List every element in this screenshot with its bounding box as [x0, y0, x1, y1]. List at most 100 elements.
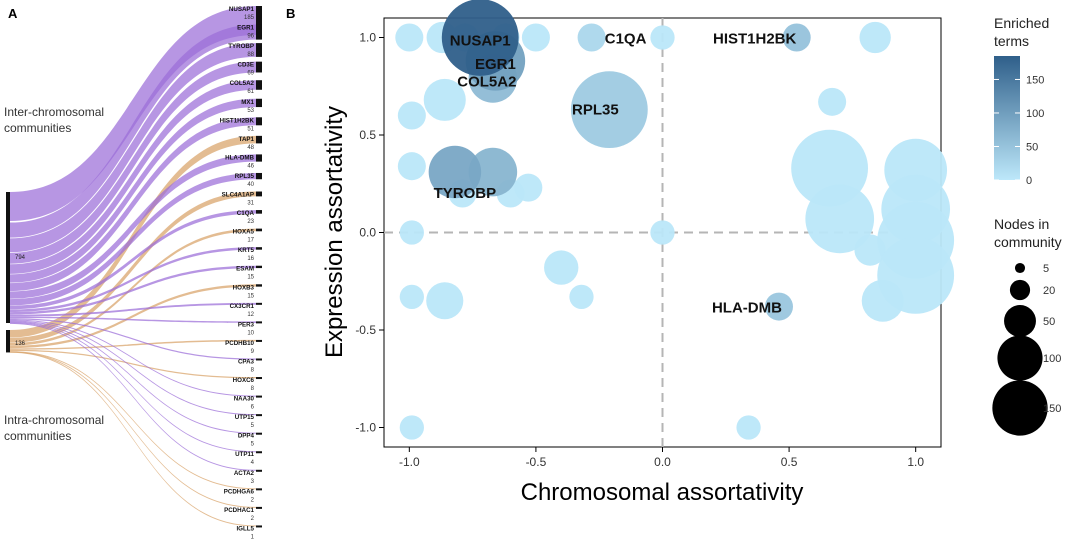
sankey-target-value: 16 [247, 256, 254, 262]
color-legend: Enriched terms 150 100 50 0 [994, 15, 1053, 187]
sankey-target-name: TAP1 [239, 136, 255, 143]
x-tick-label: -0.5 [526, 455, 547, 469]
sankey-target-name: UTP15 [235, 414, 255, 421]
sankey-target-value: 48 [247, 145, 254, 151]
color-legend-title-line-2: terms [994, 33, 1029, 49]
point-label-hist1h2bk: HIST1H2BK [713, 31, 797, 48]
sankey-target-name: HIST1H2BK [220, 117, 255, 124]
sankey-target-tap1 [256, 135, 262, 144]
sankey-target-name: C1QA [237, 210, 255, 217]
x-tick-label: -1.0 [399, 455, 420, 469]
sankey-target-name: HOXB3 [233, 284, 255, 291]
size-legend-circle [1014, 262, 1026, 274]
sankey-target-name: CPA3 [238, 358, 255, 365]
size-legend-label: 5 [1043, 263, 1049, 275]
sankey-link-cpa3 [10, 318, 256, 360]
sankey-source-intra [6, 330, 10, 353]
point-label-nusap1: NUSAP1 [450, 33, 511, 50]
scatter-point [544, 250, 579, 285]
scatter-point [399, 220, 424, 245]
sankey-target-name: RPL35 [235, 173, 255, 180]
size-legend-title-line-1: Nodes in [994, 216, 1049, 232]
sankey-link-c1qa [10, 210, 256, 310]
sankey-link-nusap1 [10, 6, 256, 221]
size-legend-label: 100 [1043, 353, 1061, 365]
x-tick-label: 0.5 [781, 455, 798, 469]
y-tick-label: -0.5 [355, 323, 376, 337]
sankey-target-cd3e [256, 61, 262, 73]
sankey-link-esam [10, 265, 256, 315]
sankey-target-value: 46 [247, 163, 254, 169]
sankey-target-value: 9 [251, 349, 255, 355]
color-tick-label: 150 [1026, 74, 1044, 86]
sankey-target-slc4a1ap [256, 191, 262, 197]
sankey-link-igll5 [10, 351, 256, 527]
scatter-point [818, 87, 847, 116]
sankey-link-utp15 [10, 320, 256, 416]
size-legend-circle [1009, 279, 1031, 301]
point-label-tyrobp: TYROBP [434, 185, 497, 202]
intra-chromosomal-label: Intra-chromosomal communities [4, 413, 107, 443]
sankey-target-rpl35 [256, 172, 262, 180]
scatter-point [423, 78, 466, 121]
color-legend-ticks: 150 100 50 0 [994, 74, 1044, 187]
scatter-point [399, 284, 424, 309]
y-axis-title: Expression assortativity [321, 106, 348, 358]
sankey-target-name: EGR1 [237, 25, 254, 32]
sankey-target-dpp4 [256, 432, 262, 435]
sankey-target-name: NAA30 [234, 396, 255, 403]
x-axis-ticks: -1.0 -0.5 0.0 0.5 1.0 [399, 447, 924, 469]
sankey-target-pcdhb10 [256, 339, 262, 342]
scatter-point-c1qa [577, 23, 606, 52]
sankey-target-name: SLC4A1AP [222, 192, 254, 199]
point-label-egr1: EGR1 [475, 56, 516, 73]
size-legend-label: 20 [1043, 285, 1055, 297]
sankey-target-value: 8 [251, 367, 255, 373]
sankey-target-value: 61 [247, 89, 254, 95]
sankey-target-value: 12 [247, 312, 254, 318]
sankey-nodes: NUSAP1185EGR196TYROBP88CD3E69COL5A261MX1… [6, 6, 262, 540]
scatter-point [397, 152, 426, 181]
x-tick-label: 0.0 [654, 455, 671, 469]
sankey-target-value: 4 [251, 460, 255, 466]
sankey-link-hoxc6 [10, 349, 256, 379]
sankey-link-cx3cr1 [10, 302, 256, 317]
sankey-link-egr1 [10, 24, 256, 238]
color-tick-label: 100 [1026, 108, 1044, 120]
sankey-target-utp15 [256, 414, 262, 417]
sankey-target-name: ACTA2 [234, 470, 255, 477]
sankey-target-value: 40 [247, 182, 254, 188]
sankey-link-hla-dmb [10, 154, 256, 299]
sankey-target-value: 10 [247, 330, 254, 336]
sankey-link-dpp4 [10, 321, 256, 434]
scatter-point-nusap1 [441, 0, 519, 76]
sankey-target-name: CX3CR1 [230, 303, 255, 310]
color-legend-title: Enriched terms [994, 15, 1053, 49]
color-tick-label: 50 [1026, 141, 1038, 153]
sankey-target-utp11 [256, 451, 262, 454]
sankey-link-pcdhga6 [10, 351, 256, 490]
sankey-target-hoxb3 [256, 284, 262, 287]
sankey-target-name: PER3 [238, 321, 255, 328]
color-legend-title-line-1: Enriched [994, 15, 1049, 31]
x-tick-label: 1.0 [907, 455, 924, 469]
sankey-target-value: 5 [251, 423, 255, 429]
sankey-link-mx1 [10, 98, 256, 283]
sankey-target-egr1 [256, 24, 262, 40]
sankey-target-c1qa [256, 210, 262, 214]
size-legend-items: 5 20 50 100 150 [992, 262, 1061, 436]
scatter-point [395, 23, 424, 52]
sankey-target-value: 23 [247, 219, 254, 225]
scatter-point [514, 173, 543, 202]
color-tick-label: 0 [1026, 175, 1032, 187]
sankey-target-per3 [256, 321, 262, 324]
point-label-c1qa: C1QA [605, 31, 647, 48]
sankey-link-col5a2 [10, 80, 256, 274]
scatter-point-hla-dmb [764, 292, 793, 321]
sankey-target-esam [256, 265, 262, 269]
sankey-target-value: 185 [244, 15, 255, 21]
size-legend-label: 150 [1043, 403, 1061, 415]
intra-label-line-1: Intra-chromosomal [4, 413, 104, 427]
inter-label-line-2: communities [4, 121, 71, 135]
